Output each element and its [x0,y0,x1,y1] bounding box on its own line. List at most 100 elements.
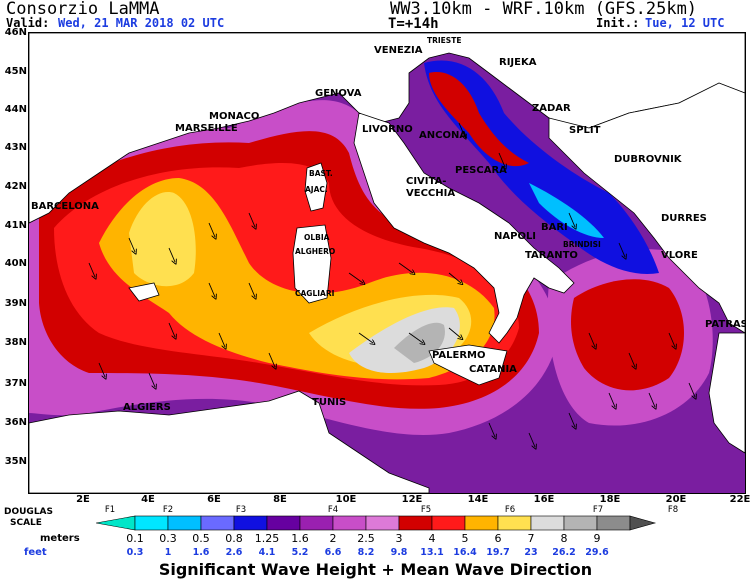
lat-label: 44N [4,104,27,115]
init-time: Tue, 12 UTC [645,16,725,30]
city-label: VENEZIA [374,45,423,56]
lat-label: 35N [4,456,27,467]
city-label: PATRAS [705,319,746,330]
land-balearic [128,282,160,302]
lat-label: 45N [4,66,27,77]
legend-caption: Significant Wave Height + Mean Wave Dire… [158,560,593,579]
lon-label: 6E [207,494,221,505]
feet-tick: 1 [164,547,172,558]
city-label: TUNIS [312,397,347,408]
city-label: PESCARA [455,165,507,176]
land-sardinia [292,224,332,304]
lat-label: 38N [4,337,27,348]
feet-tick: 1.6 [192,547,210,558]
colorbar-segment [398,515,433,531]
colorbar-segment [299,515,334,531]
valid-time: Wed, 21 MAR 2018 02 UTC [58,16,225,30]
meter-tick: 0.1 [126,532,144,545]
colorbar-segment [563,515,598,531]
colorbar-segment [629,515,657,531]
adriatic-sea [424,60,659,274]
feet-label: feet [24,547,47,558]
lat-label: 43N [4,142,27,153]
colorbar-segment [167,515,202,531]
feet-tick: 9.8 [390,547,408,558]
city-label: NAPOLI [494,231,537,242]
meter-tick: 3 [395,532,403,545]
land-italy [353,112,575,344]
city-label: BRINDISI [563,240,601,249]
douglas-label: SCALE [10,518,42,528]
feet-tick: 23 [524,547,538,558]
lat-label: 39N [4,298,27,309]
city-label: MARSEILLE [175,123,238,134]
valid-label: Valid: [6,16,50,30]
lon-label: 10E [335,494,357,505]
city-label: BAST. [309,169,333,178]
wave-height-field [29,33,745,493]
feet-tick: 16.4 [453,547,477,558]
colorbar-segment [365,515,400,531]
meter-tick: 2 [329,532,337,545]
meter-tick: 4 [428,532,436,545]
city-label: VECCHIA [406,188,456,199]
force-label: F4 [327,505,339,515]
city-label: LIVORNO [362,124,413,135]
meter-tick: 9 [593,532,601,545]
adriatic-band [429,72,529,167]
lon-label: 14E [467,494,489,505]
feet-tick: 19.7 [486,547,510,558]
force-label: F5 [420,505,432,515]
colorbar-segment [96,515,136,531]
model-title: WW3.10km - WRF.10km (GFS.25km) [390,0,698,19]
city-label: BARI [541,222,568,233]
meter-tick: 5 [461,532,469,545]
city-label: RIJEKA [499,57,537,68]
city-label: MONACO [209,111,260,122]
city-label: VLORE [661,250,698,261]
city-label: ZADAR [532,103,571,114]
meter-tick: 8 [560,532,568,545]
meter-tick: 2.5 [357,532,375,545]
lat-label: 40N [4,258,27,269]
meter-tick: 0.3 [159,532,177,545]
colorbar-segment [332,515,367,531]
app-title: Consorzio LaMMA [6,0,160,19]
force-label: F7 [592,505,604,515]
colorbar-segment [464,515,499,531]
band-6m [129,192,472,367]
lon-label: 16E [533,494,555,505]
lat-label: 46N [4,27,27,38]
force-label: F3 [235,505,247,515]
meter-tick: 0.5 [192,532,210,545]
city-label: CIVITA- [406,176,447,187]
adriatic-shallow [529,183,604,238]
colorbar-segment [233,515,268,531]
lon-label: 4E [141,494,155,505]
force-label: F1 [104,505,116,515]
city-label: SPLIT [569,125,601,136]
feet-tick: 5.2 [291,547,309,558]
meter-tick: 7 [527,532,535,545]
meter-tick: 0.8 [225,532,243,545]
colorbar-segment [200,515,235,531]
force-label: F6 [504,505,516,515]
city-label: TARANTO [525,250,578,261]
lat-label: 36N [4,417,27,428]
city-label: CATANIA [469,364,517,375]
city-label: PALERMO [432,350,486,361]
douglas-label: DOUGLAS [4,507,53,517]
city-label: DURRES [661,213,707,224]
feet-tick: 4.1 [258,547,276,558]
city-label: OLBIA [304,233,330,242]
city-label: ALGIERS [123,402,171,413]
land-balkans [548,82,745,334]
lat-label: 41N [4,220,27,231]
meter-tick: 1.6 [291,532,309,545]
band-ionian-3m [571,279,684,391]
lat-label: 42N [4,181,27,192]
feet-tick: 13.1 [420,547,444,558]
colorbar [96,515,657,531]
meter-tick: 1.25 [254,532,280,545]
colorbar-segment [431,515,466,531]
